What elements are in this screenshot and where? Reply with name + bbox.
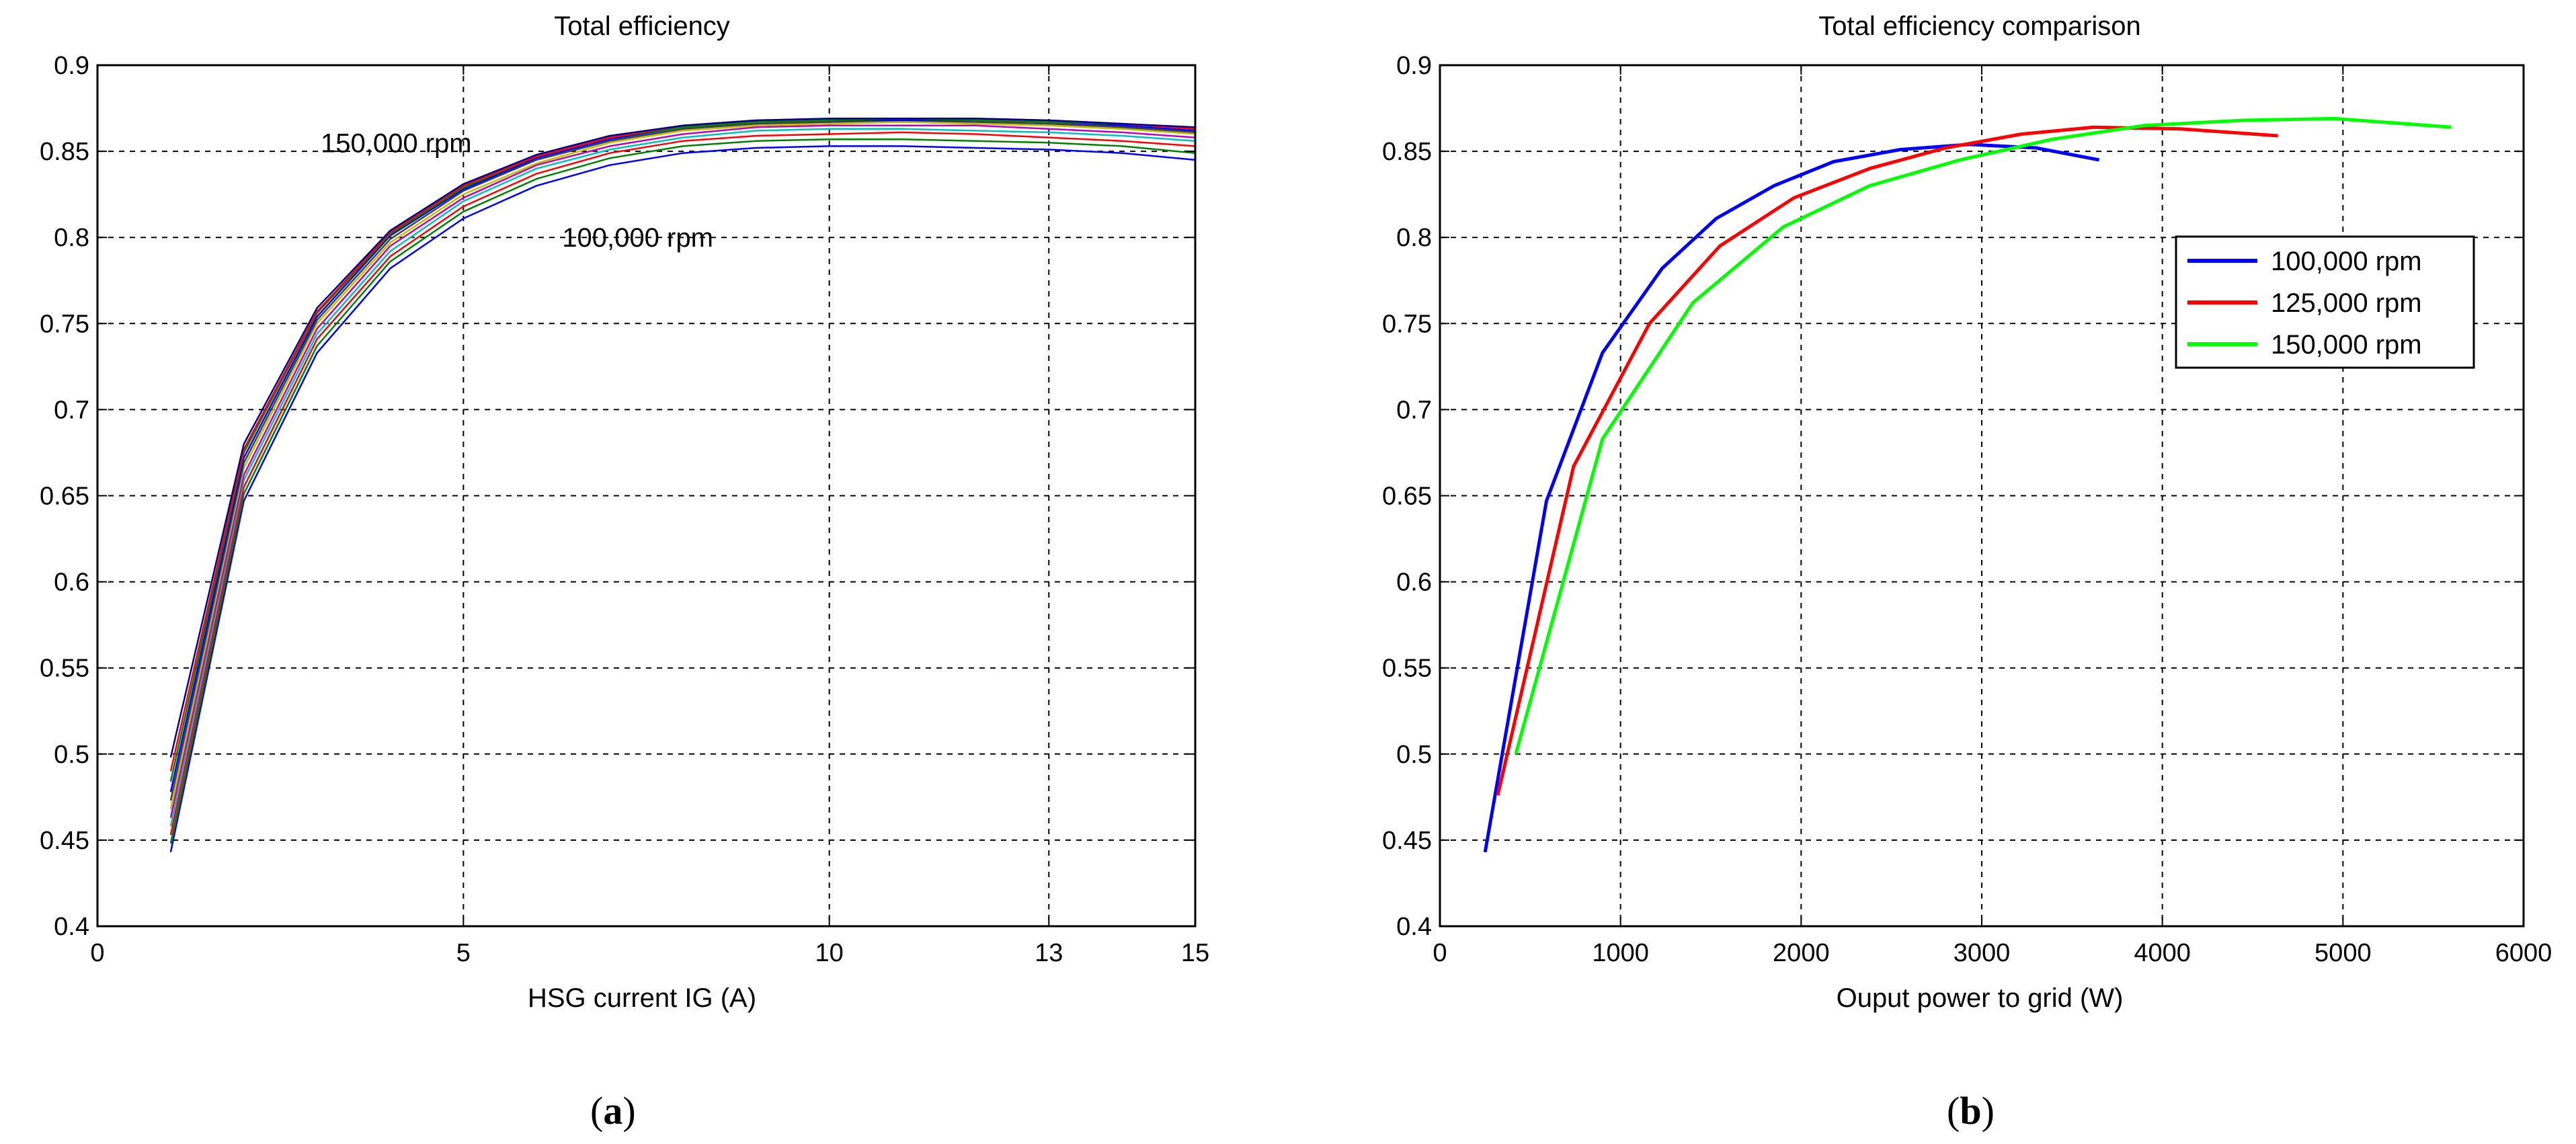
chart-a-series-line-5 bbox=[169, 121, 1196, 810]
caption-a-letter: a bbox=[603, 1089, 622, 1133]
chart-b-series-group bbox=[1483, 116, 2452, 853]
chart-a-y-tick-label: 0.6 bbox=[54, 569, 89, 597]
caption-b: (b) bbox=[1947, 1089, 1995, 1133]
caption-b-close: ) bbox=[1982, 1089, 1995, 1133]
chart-a-y-tick-label: 0.9 bbox=[54, 52, 89, 80]
chart-a-series-group bbox=[169, 118, 1196, 853]
chart-b-y-ticks: 0.4 0.45 0.5 0.55 0.6 0.65 0.7 0.75 0.8 0.85 0.9 bbox=[1382, 52, 2524, 941]
chart-a-series-line-8 bbox=[169, 118, 1196, 782]
chart-b-y-tick-label: 0.8 bbox=[1396, 224, 1432, 252]
chart-a-series-line-0 bbox=[169, 145, 1196, 853]
chart-b-x-tick-label: 6000 bbox=[2495, 939, 2552, 967]
chart-a-x-tick-label: 10 bbox=[815, 939, 844, 967]
chart-b-x-tick-label: 1000 bbox=[1592, 939, 1649, 967]
chart-b-x-tick-label: 4000 bbox=[2134, 939, 2191, 967]
chart-a-series-line-6 bbox=[169, 119, 1196, 801]
chart-panel-a: Total efficiency 0 5 10 13 15 0.4 0.45 0.5 0.55… bbox=[40, 11, 1209, 1013]
chart-b-grid bbox=[1440, 65, 2524, 926]
chart-b-x-axis-label: Ouput power to grid (W) bbox=[1837, 983, 2124, 1013]
chart-b-y-tick-label: 0.85 bbox=[1382, 138, 1432, 166]
chart-a-x-tick-label: 0 bbox=[90, 939, 104, 967]
chart-b-x-tick-label: 5000 bbox=[2315, 939, 2372, 967]
caption-a-open: ( bbox=[590, 1089, 603, 1133]
chart-a-annotation-1: 100,000 rpm bbox=[562, 223, 713, 253]
chart-a-y-tick-label: 0.8 bbox=[54, 224, 89, 252]
chart-b-x-ticks: 0 1000 2000 3000 4000 5000 6000 bbox=[1433, 65, 2552, 967]
chart-a-y-tick-label: 0.5 bbox=[54, 741, 89, 769]
chart-a-y-ticks: 0.4 0.45 0.5 0.55 0.6 0.65 0.7 0.75 0.8 0.85 0.9 bbox=[40, 52, 1195, 941]
chart-a-x-tick-label: 5 bbox=[456, 939, 471, 967]
chart-b-y-tick-label: 0.7 bbox=[1396, 396, 1432, 424]
chart-a-series-line-10 bbox=[169, 118, 1196, 758]
chart-b-y-tick-label: 0.75 bbox=[1382, 310, 1432, 338]
chart-a-y-tick-label: 0.7 bbox=[54, 396, 89, 424]
chart-a-y-tick-label: 0.85 bbox=[40, 138, 89, 166]
caption-a-close: ) bbox=[622, 1089, 635, 1133]
chart-a-annotation-0: 150,000 rpm bbox=[321, 128, 472, 158]
chart-a-series-line-2 bbox=[169, 131, 1196, 835]
chart-a-series-line-1 bbox=[169, 138, 1196, 844]
chart-b-y-tick-label: 0.9 bbox=[1396, 52, 1432, 80]
chart-a-y-tick-label: 0.65 bbox=[40, 483, 89, 511]
chart-b-y-tick-label: 0.45 bbox=[1382, 827, 1432, 855]
chart-b-x-tick-label: 2000 bbox=[1773, 939, 1830, 967]
chart-b-series-line-1 bbox=[1496, 125, 2278, 796]
chart-b-x-tick-label: 0 bbox=[1433, 939, 1447, 967]
chart-a-y-tick-label: 0.45 bbox=[40, 827, 89, 855]
chart-b-y-tick-label: 0.55 bbox=[1382, 655, 1432, 683]
chart-b-legend-label-0: 100,000 rpm bbox=[2271, 247, 2422, 276]
chart-a-series-line-9 bbox=[169, 118, 1196, 772]
chart-b-series-line-2 bbox=[1514, 116, 2452, 755]
chart-b-y-tick-label: 0.6 bbox=[1396, 569, 1432, 597]
chart-b-legend-label-2: 150,000 rpm bbox=[2271, 330, 2422, 360]
chart-a-x-ticks: 0 5 10 13 15 bbox=[90, 65, 1209, 967]
chart-a-series-line-3 bbox=[169, 128, 1196, 827]
chart-b-x-tick-label: 3000 bbox=[1954, 939, 2011, 967]
chart-a-grid bbox=[97, 65, 1195, 926]
chart-b-title: Total efficiency comparison bbox=[1818, 11, 2141, 41]
caption-b-open: ( bbox=[1947, 1089, 1960, 1133]
chart-b-legend: 100,000 rpm 125,000 rpm 150,000 rpm bbox=[2175, 235, 2475, 369]
caption-a: (a) bbox=[590, 1089, 636, 1133]
chart-panel-b: Total efficiency comparison 0 1000 2000 300… bbox=[1382, 11, 2552, 1013]
chart-b-series-line-0 bbox=[1483, 142, 2100, 853]
chart-b-y-tick-label: 0.4 bbox=[1396, 913, 1432, 941]
chart-a-y-tick-label: 0.4 bbox=[54, 913, 89, 941]
chart-a-x-tick-label: 15 bbox=[1181, 939, 1209, 967]
chart-a-x-axis-label: HSG current IG (A) bbox=[528, 983, 756, 1013]
chart-a-series-line-4 bbox=[169, 124, 1196, 818]
chart-b-y-tick-label: 0.65 bbox=[1382, 483, 1432, 511]
chart-a-y-tick-label: 0.55 bbox=[40, 655, 89, 683]
chart-a-title: Total efficiency bbox=[554, 11, 730, 41]
chart-a-y-tick-label: 0.75 bbox=[40, 310, 89, 338]
chart-b-y-tick-label: 0.5 bbox=[1396, 741, 1432, 769]
chart-a-x-tick-label: 13 bbox=[1035, 939, 1063, 967]
chart-b-legend-label-1: 125,000 rpm bbox=[2271, 288, 2422, 318]
chart-a-annotations: 150,000 rpm 100,000 rpm bbox=[321, 128, 713, 253]
chart-b-legend-entries: 100,000 rpm 125,000 rpm 150,000 rpm bbox=[2187, 247, 2422, 360]
caption-b-letter: b bbox=[1960, 1089, 1981, 1133]
chart-a-series-line-7 bbox=[169, 119, 1196, 792]
